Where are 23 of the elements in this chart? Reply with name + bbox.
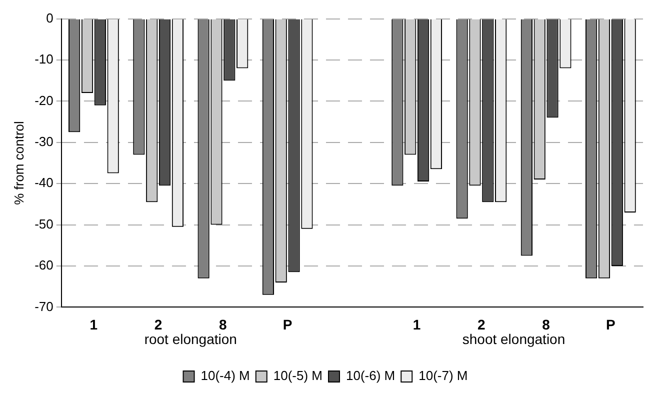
y-tick-label: -30 xyxy=(34,134,54,149)
text: root elongation xyxy=(144,331,237,348)
x-tick-label: 1 xyxy=(412,316,421,332)
legend-label: 10(-6) M xyxy=(346,368,396,384)
x-tick-label: P xyxy=(282,316,292,332)
x-tick-label: 1 xyxy=(90,316,98,332)
legend-label: 10(-4) M xyxy=(200,368,250,384)
text: shoot elongation xyxy=(462,331,566,348)
x-tick-label: 2 xyxy=(154,316,162,332)
y-tick-label: -60 xyxy=(34,258,54,273)
x-tick-label: P xyxy=(606,316,616,332)
y-tick-label: -40 xyxy=(34,175,54,190)
y-tick-label: 0 xyxy=(46,10,54,26)
legend-label: 10(-7) M xyxy=(418,368,468,384)
x-tick-label: 8 xyxy=(219,316,228,332)
y-tick-label: -20 xyxy=(34,92,54,108)
legend-label: 10(-5) M xyxy=(273,368,323,384)
x-tick-label: 8 xyxy=(542,316,550,332)
y-tick-label: -10 xyxy=(34,52,54,67)
y-tick-label: -70 xyxy=(34,298,54,314)
x-tick-label: 2 xyxy=(478,316,486,332)
y-axis-title: % from control xyxy=(11,120,26,205)
y-tick-label: -50 xyxy=(34,216,54,232)
